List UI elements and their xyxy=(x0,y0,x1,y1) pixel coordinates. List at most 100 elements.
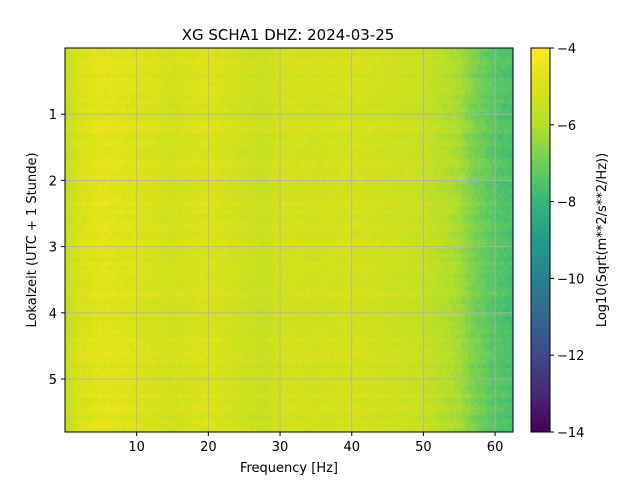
heatmap-cell xyxy=(103,299,108,305)
heatmap-cell xyxy=(109,257,114,262)
heatmap-cell xyxy=(154,197,159,203)
heatmap-cell xyxy=(109,346,114,352)
heatmap-cell xyxy=(100,60,105,66)
heatmap-cell xyxy=(79,60,84,66)
heatmap-cell xyxy=(88,184,93,190)
heatmap-cell xyxy=(190,69,195,75)
heatmap-cell xyxy=(139,316,144,322)
heatmap-cell xyxy=(199,146,203,151)
heatmap-cell xyxy=(220,427,224,432)
heatmap-cell xyxy=(97,329,102,335)
heatmap-cell xyxy=(205,158,209,164)
heatmap-cell xyxy=(82,427,87,432)
heatmap-cell xyxy=(130,304,135,309)
heatmap-cell xyxy=(199,368,203,373)
heatmap-cell xyxy=(202,188,206,194)
heatmap-cell xyxy=(127,406,132,412)
heatmap-cell xyxy=(91,107,96,113)
heatmap-cell xyxy=(229,231,233,237)
heatmap-cell xyxy=(151,286,156,292)
heatmap-cell xyxy=(220,299,224,305)
heatmap-cell xyxy=(112,99,117,105)
heatmap-cell xyxy=(142,48,147,53)
heatmap-cell xyxy=(94,60,99,66)
heatmap-cell xyxy=(178,56,183,62)
heatmap-cell xyxy=(115,248,120,254)
heatmap-cell xyxy=(106,410,111,416)
heatmap-cell xyxy=(88,180,93,186)
heatmap-cell xyxy=(175,286,180,292)
heatmap-cell xyxy=(115,385,120,390)
heatmap-cell xyxy=(199,188,203,194)
heatmap-cell xyxy=(118,346,123,352)
heatmap-cell xyxy=(65,240,69,245)
heatmap-cell xyxy=(136,52,141,58)
heatmap-cell xyxy=(94,410,99,416)
heatmap-cell xyxy=(118,368,123,373)
heatmap-cell xyxy=(67,120,72,126)
heatmap-cell xyxy=(151,107,156,113)
heatmap-cell xyxy=(70,116,75,122)
heatmap-cell xyxy=(172,286,177,292)
heatmap-cell xyxy=(190,286,195,292)
heatmap-cell xyxy=(202,321,206,326)
heatmap-cell xyxy=(145,423,150,429)
heatmap-cell xyxy=(169,188,174,194)
heatmap-cell xyxy=(190,329,195,335)
heatmap-cell xyxy=(103,116,108,122)
heatmap-cell xyxy=(115,154,120,160)
heatmap-cell xyxy=(115,214,120,220)
heatmap-cell xyxy=(100,304,105,309)
heatmap-cell xyxy=(157,333,162,339)
heatmap-cell xyxy=(118,193,123,198)
heatmap-cell xyxy=(151,90,156,96)
heatmap-cell xyxy=(220,368,224,373)
heatmap-cell xyxy=(97,363,102,369)
heatmap-cell xyxy=(139,380,144,386)
heatmap-cell xyxy=(82,103,87,109)
heatmap-cell xyxy=(79,295,84,301)
heatmap-cell xyxy=(166,397,171,403)
heatmap-cell xyxy=(217,69,221,75)
heatmap-cell xyxy=(154,423,159,429)
heatmap-cell xyxy=(97,103,102,109)
heatmap-cell xyxy=(208,368,212,373)
heatmap-cell xyxy=(151,385,156,390)
heatmap-cell xyxy=(226,406,230,412)
heatmap-cell xyxy=(124,338,129,343)
heatmap-cell xyxy=(157,385,162,390)
heatmap-cell xyxy=(139,214,144,220)
heatmap-cell xyxy=(214,321,218,326)
heatmap-cell xyxy=(148,321,153,326)
heatmap-cell xyxy=(73,363,78,369)
heatmap-cell xyxy=(118,363,123,369)
heatmap-cell xyxy=(100,312,105,318)
heatmap-cell xyxy=(136,427,141,432)
heatmap-cell xyxy=(172,184,177,190)
heatmap-cell xyxy=(187,248,192,254)
heatmap-cell xyxy=(85,197,90,203)
heatmap-cell xyxy=(184,141,189,147)
heatmap-cell xyxy=(100,235,105,241)
heatmap-cell xyxy=(190,184,195,190)
heatmap-cell xyxy=(166,65,171,70)
heatmap-cell xyxy=(169,141,174,147)
heatmap-cell xyxy=(154,205,159,211)
heatmap-cell xyxy=(214,167,218,173)
heatmap-cell xyxy=(73,389,78,395)
heatmap-cell xyxy=(124,210,129,215)
heatmap-cell xyxy=(184,124,189,130)
heatmap-cell xyxy=(169,94,174,100)
heatmap-cell xyxy=(145,393,150,399)
heatmap-cell xyxy=(220,52,224,58)
heatmap-cell xyxy=(70,389,75,395)
heatmap-cell xyxy=(97,389,102,395)
heatmap-cell xyxy=(226,146,230,151)
heatmap-cell xyxy=(73,197,78,203)
heatmap-cell xyxy=(193,291,198,297)
heatmap-cell xyxy=(130,171,135,177)
heatmap-cell xyxy=(196,103,200,109)
heatmap-cell xyxy=(65,350,69,356)
heatmap-cell xyxy=(73,214,78,220)
heatmap-cell xyxy=(130,380,135,386)
